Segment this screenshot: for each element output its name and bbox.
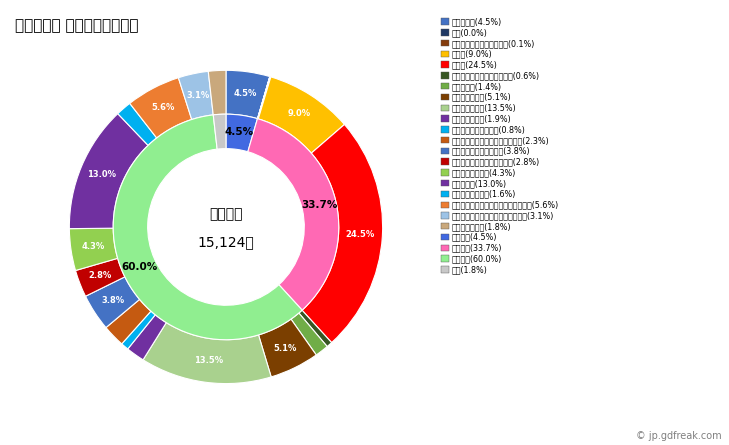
- Wedge shape: [259, 319, 316, 377]
- Text: 13.0%: 13.0%: [87, 170, 117, 179]
- Text: 3.8%: 3.8%: [101, 296, 125, 305]
- Wedge shape: [226, 70, 270, 119]
- Wedge shape: [85, 277, 139, 328]
- Wedge shape: [257, 77, 271, 119]
- Wedge shape: [113, 115, 302, 340]
- Wedge shape: [226, 114, 257, 152]
- Wedge shape: [258, 77, 345, 153]
- Text: 4.5%: 4.5%: [225, 127, 254, 138]
- Wedge shape: [106, 299, 151, 344]
- Wedge shape: [179, 71, 213, 120]
- Wedge shape: [214, 114, 226, 149]
- Wedge shape: [128, 315, 166, 360]
- Text: 15,124人: 15,124人: [198, 235, 254, 250]
- Wedge shape: [257, 77, 270, 119]
- Text: ２０２０年 小矢部市の就業者: ２０２０年 小矢部市の就業者: [15, 18, 138, 33]
- Legend: 農業，林業(4.5%), 漁業(0.0%), 鉱業，採石業，砂利採取業(0.1%), 建設業(9.0%), 製造業(24.5%), 電気・ガス・熱供給・水道業(: 農業，林業(4.5%), 漁業(0.0%), 鉱業，採石業，砂利採取業(0.1%…: [442, 17, 559, 274]
- Text: 24.5%: 24.5%: [346, 231, 375, 239]
- Text: 5.1%: 5.1%: [273, 344, 297, 352]
- Wedge shape: [130, 78, 192, 138]
- Wedge shape: [248, 119, 339, 310]
- Text: 4.5%: 4.5%: [233, 89, 257, 98]
- Wedge shape: [299, 310, 332, 347]
- Wedge shape: [143, 323, 271, 384]
- Text: 9.0%: 9.0%: [287, 109, 311, 118]
- Wedge shape: [122, 311, 155, 349]
- Text: 33.7%: 33.7%: [301, 200, 338, 210]
- Text: 60.0%: 60.0%: [121, 262, 157, 271]
- Wedge shape: [302, 125, 383, 343]
- Wedge shape: [69, 113, 148, 229]
- Text: 就業者数: 就業者数: [209, 207, 243, 222]
- Wedge shape: [76, 258, 125, 296]
- Text: © jp.gdfreak.com: © jp.gdfreak.com: [636, 431, 722, 441]
- Text: 2.8%: 2.8%: [89, 271, 112, 280]
- Wedge shape: [208, 70, 226, 115]
- Text: 5.6%: 5.6%: [152, 103, 175, 112]
- Text: 3.1%: 3.1%: [186, 91, 209, 100]
- Text: 13.5%: 13.5%: [194, 356, 223, 365]
- Wedge shape: [69, 228, 117, 271]
- Wedge shape: [291, 313, 327, 355]
- Wedge shape: [118, 103, 157, 146]
- Text: 4.3%: 4.3%: [81, 242, 104, 251]
